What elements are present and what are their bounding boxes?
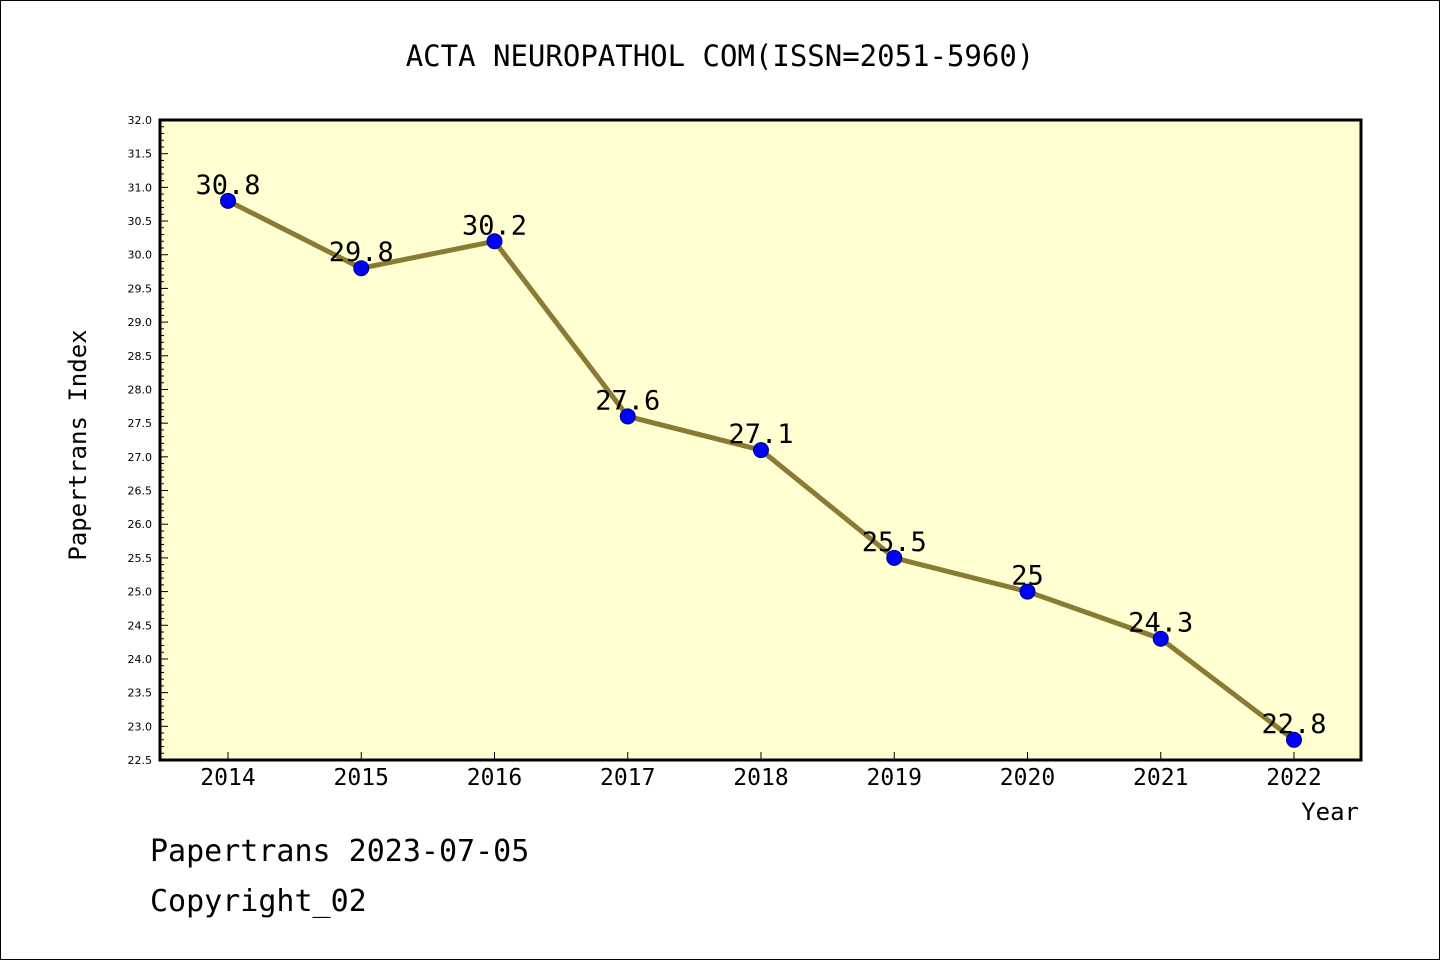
data-label: 29.8 [329,237,394,268]
plot-area [160,120,1361,760]
x-tick-label: 2015 [334,765,389,791]
data-label: 22.8 [1261,709,1326,740]
data-point [1019,583,1036,600]
data-point [1286,731,1302,748]
y-tick-label: 30.0 [128,249,153,262]
data-label: 30.8 [195,170,260,201]
y-tick-label: 29.5 [128,282,153,295]
y-tick-label: 24.5 [128,619,153,632]
x-tick-label: 2021 [1133,765,1188,791]
data-point [353,260,370,277]
data-label: 27.6 [595,385,660,416]
plot-border [158,118,1363,762]
x-tick-label: 2014 [200,765,255,791]
x-tick-label: 2022 [1266,765,1321,791]
y-axis-label: Papertrans Index [64,329,92,560]
y-tick-label: 30.5 [128,215,153,228]
y-tick-label: 28.0 [128,383,153,396]
x-axis-label: Year [1301,798,1359,826]
data-point [220,192,236,209]
data-point [619,408,636,425]
y-axis-ticks: 22.5 23.0 23.5 24.0 24.5 25.0 25.5 26.0 26.5 27.0… [128,114,168,767]
x-tick-label: 2020 [1000,765,1055,791]
data-point [1152,630,1169,647]
x-tick-label: 2016 [467,765,522,791]
data-label: 25.5 [862,527,927,558]
x-tick-label: 2018 [733,765,788,791]
y-tick-label: 22.5 [128,754,153,767]
y-tick-label: 24.0 [128,653,153,666]
series-layer: 30.8 29.8 30.2 27.6 27.1 25.5 25 24.3 22.8 [195,170,1327,748]
x-axis-ticks: 2014 2015 2016 2017 2018 2019 2020 2021 2022 [200,752,1322,791]
data-label: 30.2 [462,210,527,241]
footer-copyright: Copyright_02 [150,884,367,919]
data-point [486,233,503,250]
y-tick-label: 23.5 [128,687,153,700]
footer-date: Papertrans 2023-07-05 [150,834,530,869]
y-tick-label: 26.5 [128,485,153,498]
x-tick-label: 2019 [867,765,922,791]
y-tick-label: 31.0 [128,181,153,194]
y-tick-label: 25.5 [128,552,153,565]
y-tick-label: 26.0 [128,518,153,531]
y-tick-label: 31.5 [128,148,153,161]
data-label: 25 [1011,561,1044,592]
chart-title: ACTA NEUROPATHOL COM(ISSN=2051-5960) [406,39,1035,73]
data-label: 27.1 [728,419,793,450]
y-tick-label: 32.0 [128,114,153,127]
data-label: 24.3 [1128,608,1193,639]
y-tick-label: 29.0 [128,316,153,329]
data-point [886,549,903,566]
y-tick-label: 27.0 [128,451,153,464]
data-point [753,442,769,459]
y-tick-label: 27.5 [128,417,153,430]
x-tick-label: 2017 [600,765,655,791]
y-tick-label: 28.5 [128,350,153,363]
y-tick-label: 25.0 [128,586,153,599]
y-tick-label: 23.0 [128,720,153,733]
